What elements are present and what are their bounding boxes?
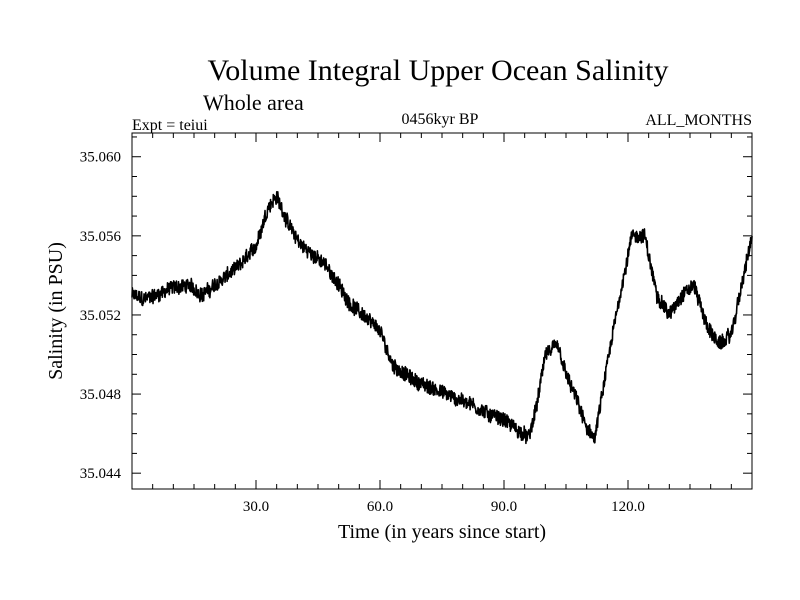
y-tick-label: 35.044 bbox=[80, 466, 122, 482]
y-axis-label: Salinity (in PSU) bbox=[45, 242, 67, 380]
chart-subtitle: Whole area bbox=[203, 90, 304, 115]
y-tick-label: 35.056 bbox=[80, 229, 122, 245]
x-axis-label: Time (in years since start) bbox=[338, 521, 546, 543]
y-tick-label: 35.060 bbox=[80, 150, 121, 166]
plot-frame bbox=[131, 132, 753, 490]
experiment-label: Expt = teiui bbox=[132, 117, 208, 134]
x-tick-label: 90.0 bbox=[491, 499, 517, 515]
months-label: ALL_MONTHS bbox=[645, 112, 752, 129]
y-tick-label: 35.048 bbox=[80, 387, 121, 403]
salinity-line-path bbox=[131, 190, 753, 445]
period-label: 0456kyr BP bbox=[402, 111, 479, 128]
x-tick-label: 30.0 bbox=[243, 499, 269, 515]
x-tick-label: 60.0 bbox=[367, 499, 393, 515]
y-axis: 35.044 35.048 35.052 35.056 35.060 bbox=[80, 136, 752, 482]
chart-title: Volume Integral Upper Ocean Salinity bbox=[208, 54, 669, 87]
salinity-series-line bbox=[131, 190, 753, 445]
x-tick-label: 120.0 bbox=[611, 499, 645, 515]
x-axis: 30.0 60.0 90.0 120.0 bbox=[152, 133, 732, 515]
y-tick-label: 35.052 bbox=[80, 308, 121, 324]
